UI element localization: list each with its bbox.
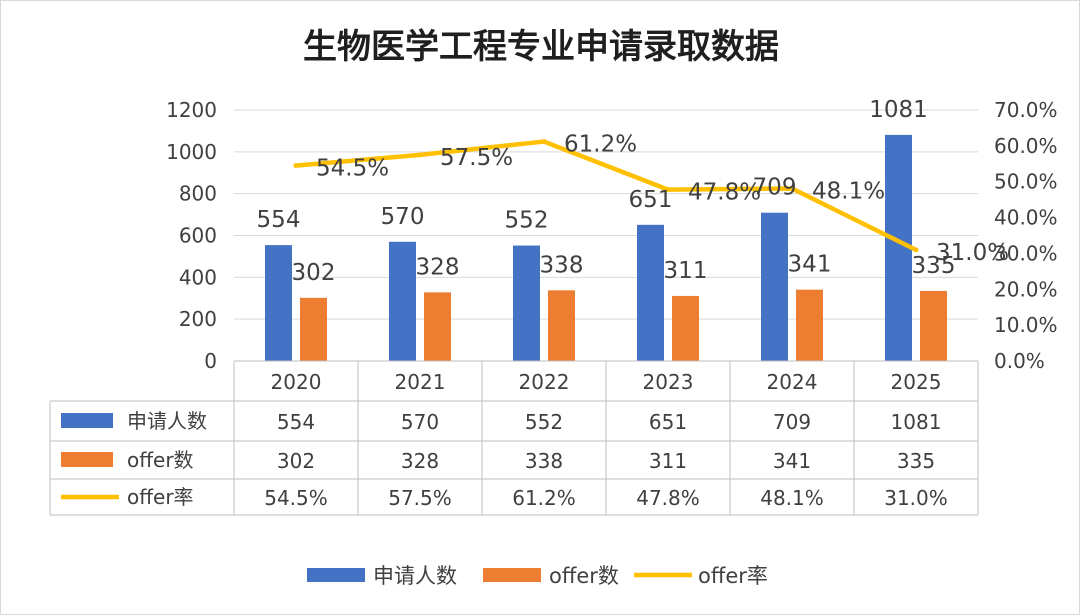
offer-rate-point (789, 186, 795, 192)
bar-offers (796, 289, 823, 361)
y-right-tick-label: 40.0% (994, 206, 1058, 230)
offer-rate-point (541, 139, 547, 145)
line-data-label: 48.1% (812, 179, 885, 205)
y-right-tick-label: 60.0% (994, 134, 1058, 158)
bar-applicants (637, 224, 664, 361)
table-cell: 552 (525, 410, 563, 434)
y-right-tick-label: 30.0% (994, 241, 1058, 265)
bar-applicants (389, 241, 416, 361)
bar-offers (424, 292, 451, 361)
bar-offers (300, 297, 327, 361)
bar-data-label-applicants: 709 (753, 175, 797, 201)
table-cell: 1081 (891, 410, 942, 434)
gridlines (234, 109, 978, 362)
y-right-tick-label: 20.0% (994, 277, 1058, 301)
line-data-label: 47.8% (688, 180, 761, 206)
bar-data-label-applicants: 552 (505, 208, 549, 234)
legend-label: 申请人数 (373, 564, 457, 588)
bar-data-label-offers: 328 (416, 254, 460, 280)
table-cell: 54.5% (264, 486, 328, 510)
bar-applicants (265, 245, 292, 361)
bar-series (265, 134, 947, 361)
bar-data-label-offers: 341 (788, 252, 832, 278)
table-cell: 57.5% (388, 486, 452, 510)
table-cell: 338 (525, 449, 563, 473)
line-data-label: 31.0% (936, 240, 1009, 266)
y-left-tick-label: 200 (179, 307, 217, 331)
bar-data-label-offers: 335 (912, 253, 956, 279)
legend-label: offer率 (698, 564, 768, 588)
category-label: 2024 (767, 370, 818, 394)
offer-rate-point (293, 163, 299, 169)
bar-data-label-applicants: 651 (629, 187, 673, 213)
offer-rate-line (293, 139, 919, 253)
bar-applicants (761, 212, 788, 361)
category-label: 2023 (643, 370, 694, 394)
offer-rate-point (665, 187, 671, 193)
table-cell: 328 (401, 449, 439, 473)
table-series-name: offer数 (127, 448, 194, 472)
category-label: 2021 (395, 370, 446, 394)
y-left-tick-label: 800 (179, 182, 217, 206)
y-axis-left: 0 200 400 600 800 1000 1200 (166, 98, 217, 373)
table-legend-key (61, 452, 113, 467)
y-left-tick-label: 400 (179, 265, 217, 289)
legend-swatch (307, 568, 365, 582)
data-table: 2020 2021 2022 2023 2024 2025 申请人数 554 570 552 651… (49, 360, 979, 516)
table-cell: 311 (649, 449, 687, 473)
category-label: 2022 (519, 370, 570, 394)
table-series-name: offer率 (127, 485, 194, 509)
table-cell: 47.8% (636, 486, 700, 510)
bar-offers (548, 290, 575, 361)
bar-data-label-applicants: 554 (257, 207, 301, 233)
table-cell: 61.2% (512, 486, 576, 510)
category-label: 2020 (271, 370, 322, 394)
table-cell: 341 (773, 449, 811, 473)
bar-data-label-applicants: 1081 (869, 97, 928, 123)
y-right-tick-label: 70.0% (994, 98, 1058, 122)
offer-rate-point (913, 247, 919, 253)
table-legend-key (61, 413, 113, 428)
y-right-tick-label: 0.0% (994, 349, 1045, 373)
line-data-label: 54.5% (316, 156, 389, 182)
legend: 申请人数 offer数 offer率 (307, 564, 768, 588)
bar-data-label-offers: 302 (292, 260, 336, 286)
bar-data-label-offers: 311 (664, 258, 708, 284)
line-series (293, 139, 919, 253)
y-left-tick-label: 1000 (166, 140, 217, 164)
table-cell: 651 (649, 410, 687, 434)
table-series-name: 申请人数 (127, 409, 207, 433)
table-cell: 335 (897, 449, 935, 473)
table-cell: 554 (277, 410, 315, 434)
table-cell: 48.1% (760, 486, 824, 510)
y-right-tick-label: 50.0% (994, 170, 1058, 194)
line-data-label: 57.5% (440, 145, 513, 171)
legend-swatch (483, 568, 541, 582)
table-cell: 570 (401, 410, 439, 434)
legend-label: offer数 (549, 564, 619, 588)
bar-offers (920, 290, 947, 361)
line-data-label: 61.2% (564, 132, 637, 158)
y-left-tick-label: 1200 (166, 98, 217, 122)
data-labels: 554 570 552 651 709 1081 302 328 338 311 341 335 54.… (257, 97, 1010, 286)
y-right-tick-label: 10.0% (994, 313, 1058, 337)
bar-data-label-applicants: 570 (381, 204, 425, 230)
table-cell: 31.0% (884, 486, 948, 510)
table-cell: 302 (277, 449, 315, 473)
bar-applicants (513, 245, 540, 361)
y-left-tick-label: 600 (179, 224, 217, 248)
offer-rate-point (417, 152, 423, 158)
category-label: 2025 (891, 370, 942, 394)
chart-title: 生物医学工程专业申请录取数据 (303, 27, 779, 67)
bar-data-label-offers: 338 (540, 252, 584, 278)
y-left-tick-label: 0 (204, 349, 217, 373)
y-axis-right: 0.0% 10.0% 20.0% 30.0% 40.0% 50.0% 60.0% 70.0% (994, 98, 1058, 373)
bar-offers (672, 295, 699, 361)
table-cell: 709 (773, 410, 811, 434)
